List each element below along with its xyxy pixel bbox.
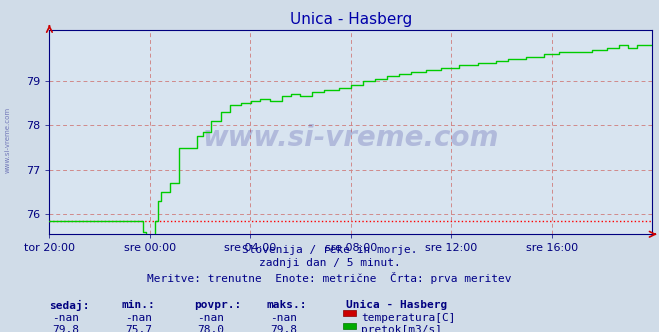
Text: pretok[m3/s]: pretok[m3/s]	[361, 325, 442, 332]
Text: 79,8: 79,8	[53, 325, 79, 332]
Text: -nan: -nan	[53, 313, 79, 323]
Text: Slovenija / reke in morje.: Slovenija / reke in morje.	[242, 245, 417, 255]
Text: 75,7: 75,7	[125, 325, 152, 332]
Text: -nan: -nan	[125, 313, 152, 323]
Text: temperatura[C]: temperatura[C]	[361, 313, 455, 323]
Text: -nan: -nan	[270, 313, 297, 323]
Text: Meritve: trenutne  Enote: metrične  Črta: prva meritev: Meritve: trenutne Enote: metrične Črta: …	[147, 272, 512, 284]
Text: min.:: min.:	[122, 300, 156, 310]
Title: Unica - Hasberg: Unica - Hasberg	[290, 12, 412, 27]
Text: 78,0: 78,0	[198, 325, 224, 332]
Text: sedaj:: sedaj:	[49, 300, 90, 311]
Text: www.si-vreme.com: www.si-vreme.com	[5, 106, 11, 173]
Text: povpr.:: povpr.:	[194, 300, 242, 310]
Text: 79,8: 79,8	[270, 325, 297, 332]
Text: zadnji dan / 5 minut.: zadnji dan / 5 minut.	[258, 258, 401, 268]
Text: -nan: -nan	[198, 313, 224, 323]
Text: www.si-vreme.com: www.si-vreme.com	[203, 124, 499, 152]
Text: maks.:: maks.:	[267, 300, 307, 310]
Text: Unica - Hasberg: Unica - Hasberg	[346, 300, 447, 310]
